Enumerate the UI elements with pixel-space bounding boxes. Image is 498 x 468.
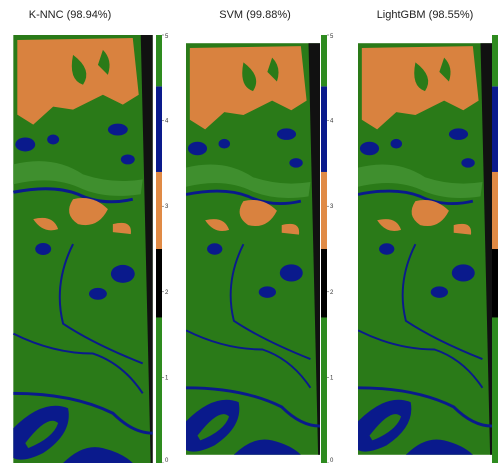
colorbar-tick-label: 0 (330, 458, 334, 463)
colorbar-segment (492, 249, 498, 317)
colorbar-segment (156, 86, 162, 172)
colorbar-segment (321, 35, 327, 86)
colorbar-segment (321, 172, 327, 249)
colorbar-segment (492, 317, 498, 463)
colorbar-segment (156, 35, 162, 86)
colorbar-segment (156, 317, 162, 463)
colorbar-tick-label: 2 (165, 290, 169, 296)
colorbar-segment (492, 35, 498, 86)
colorbar-tick-label: 4 (330, 119, 334, 125)
colorbar-segment (156, 249, 162, 317)
panel-title: SVM (99.88%) (219, 9, 291, 21)
colorbar-segment (321, 317, 327, 463)
panel-title: K-NNC (98.94%) (29, 9, 112, 21)
colorbar-tick-label: 3 (165, 204, 169, 210)
colorbar-segment (156, 172, 162, 249)
colorbar-segment (492, 172, 498, 249)
colorbar-tick-label: 1 (330, 375, 334, 381)
colorbar-tick-label: 3 (330, 204, 334, 210)
colorbar-segment (321, 86, 327, 172)
classification-map (13, 35, 152, 463)
colorbar-tick-label: 2 (330, 290, 334, 296)
page: K-NNC (98.94%) 0 1 2 3 4 5 SVM (99.88%) 0 1 2 3 4 5 Li… (0, 0, 498, 468)
classification-map (358, 43, 492, 455)
colorbar-segment (492, 86, 498, 172)
colorbar-tick-label: 4 (165, 119, 169, 125)
colorbar-tick-label: 5 (165, 34, 169, 40)
colorbar-segment (321, 249, 327, 317)
colorbar-tick-label: 5 (330, 34, 334, 40)
panel-title: LightGBM (98.55%) (377, 9, 474, 21)
figure: K-NNC (98.94%) 0 1 2 3 4 5 SVM (99.88%) 0 1 2 3 4 5 Li… (0, 0, 498, 463)
colorbar-tick-label: 1 (165, 375, 169, 381)
colorbar-tick-label: 0 (165, 458, 169, 463)
classification-map (186, 43, 320, 455)
